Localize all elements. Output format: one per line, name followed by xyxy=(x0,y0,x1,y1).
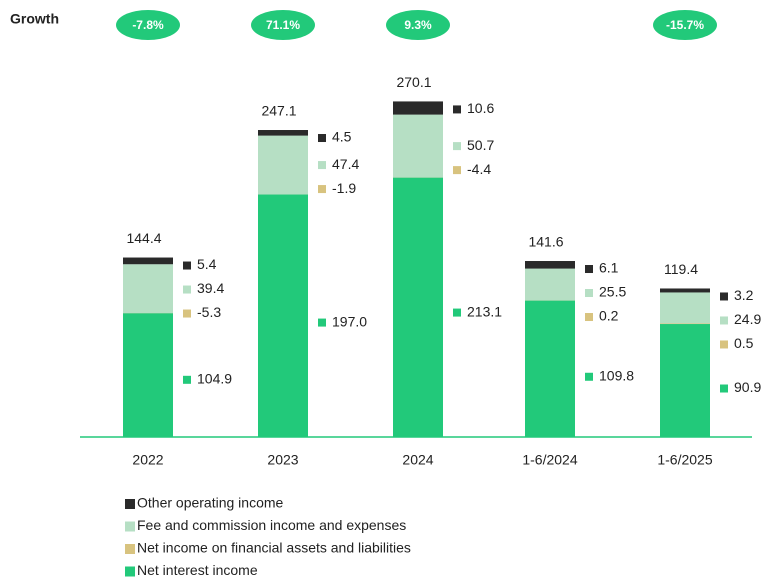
bar-segment xyxy=(660,292,710,324)
bar-segment xyxy=(525,268,575,301)
bar-segment xyxy=(123,264,173,314)
bar-segment xyxy=(258,192,308,437)
value-label: 10.6 xyxy=(467,100,494,116)
bar-segment xyxy=(660,324,710,437)
total-label: 119.4 xyxy=(664,261,698,277)
total-label: 144.4 xyxy=(126,230,161,246)
label-marker xyxy=(585,313,593,322)
label-marker xyxy=(585,289,593,298)
label-marker xyxy=(453,142,461,151)
x-tick-label: 2022 xyxy=(132,452,163,468)
value-label: 109.8 xyxy=(599,367,634,383)
value-label: 47.4 xyxy=(332,156,359,172)
growth-pill xyxy=(116,10,180,40)
label-marker xyxy=(318,318,326,327)
label-marker xyxy=(585,372,593,381)
legend-marker xyxy=(125,566,135,577)
growth-pill xyxy=(251,10,315,40)
x-tick-label: 2023 xyxy=(267,452,298,468)
x-tick-label: 1-6/2025 xyxy=(657,452,712,468)
total-label: 141.6 xyxy=(528,234,563,250)
legend-label: Net interest income xyxy=(137,562,258,578)
growth-label: 71.1% xyxy=(266,18,300,32)
growth-pill xyxy=(386,10,450,40)
label-marker xyxy=(318,134,326,143)
legend-marker xyxy=(125,499,135,509)
value-label: 3.2 xyxy=(734,287,754,303)
bar-segment xyxy=(525,300,575,437)
growth-pill xyxy=(653,10,717,40)
label-marker xyxy=(183,285,191,294)
value-label: -4.4 xyxy=(467,161,491,177)
label-marker xyxy=(318,161,326,170)
legend-label: Other operating income xyxy=(137,495,284,511)
label-marker xyxy=(453,166,461,175)
bar-segment xyxy=(123,257,173,265)
value-label: 5.4 xyxy=(197,256,217,272)
label-marker xyxy=(453,105,461,114)
x-tick-label: 1-6/2024 xyxy=(522,452,577,468)
label-marker xyxy=(183,309,191,318)
value-label: 0.2 xyxy=(599,308,619,324)
legend-label: Fee and commission income and expenses xyxy=(137,517,406,533)
label-marker xyxy=(318,185,326,194)
total-label: 270.1 xyxy=(396,74,431,90)
label-marker xyxy=(183,375,191,384)
value-label: 90.9 xyxy=(734,379,761,395)
bar-segment xyxy=(123,306,173,437)
bar-segment xyxy=(258,130,308,136)
bar-segment xyxy=(393,172,443,437)
value-label: 50.7 xyxy=(467,137,494,153)
label-marker xyxy=(720,316,728,325)
bar-segment xyxy=(393,114,443,178)
value-label: 39.4 xyxy=(197,280,224,296)
bar-segment xyxy=(258,135,308,195)
legend-marker xyxy=(125,521,135,532)
value-label: 0.5 xyxy=(734,335,754,351)
legend-marker xyxy=(125,544,135,554)
x-tick-label: 2024 xyxy=(402,452,433,468)
value-label: 6.1 xyxy=(599,260,619,276)
label-marker xyxy=(720,340,728,349)
label-marker xyxy=(585,265,593,274)
value-label: 24.9 xyxy=(734,311,761,327)
value-label: 25.5 xyxy=(599,284,626,300)
growth-title: Growth xyxy=(10,11,59,27)
value-label: 104.9 xyxy=(197,371,232,387)
value-label: -1.9 xyxy=(332,180,356,196)
total-label: 247.1 xyxy=(261,103,296,119)
value-label: -5.3 xyxy=(197,304,221,320)
value-label: 197.0 xyxy=(332,313,367,329)
bar-segment xyxy=(393,101,443,115)
growth-label: -15.7% xyxy=(666,18,704,32)
legend-label: Net income on financial assets and liabi… xyxy=(137,540,411,556)
value-label: 213.1 xyxy=(467,303,502,319)
bar-segment xyxy=(660,288,710,293)
label-marker xyxy=(183,261,191,270)
label-marker xyxy=(720,384,728,393)
value-label: 4.5 xyxy=(332,129,352,145)
growth-label: -7.8% xyxy=(132,18,164,32)
bar-segment xyxy=(525,261,575,269)
label-marker xyxy=(720,292,728,301)
bar-segment xyxy=(660,323,710,325)
label-marker xyxy=(453,308,461,317)
growth-label: 9.3% xyxy=(404,18,432,32)
